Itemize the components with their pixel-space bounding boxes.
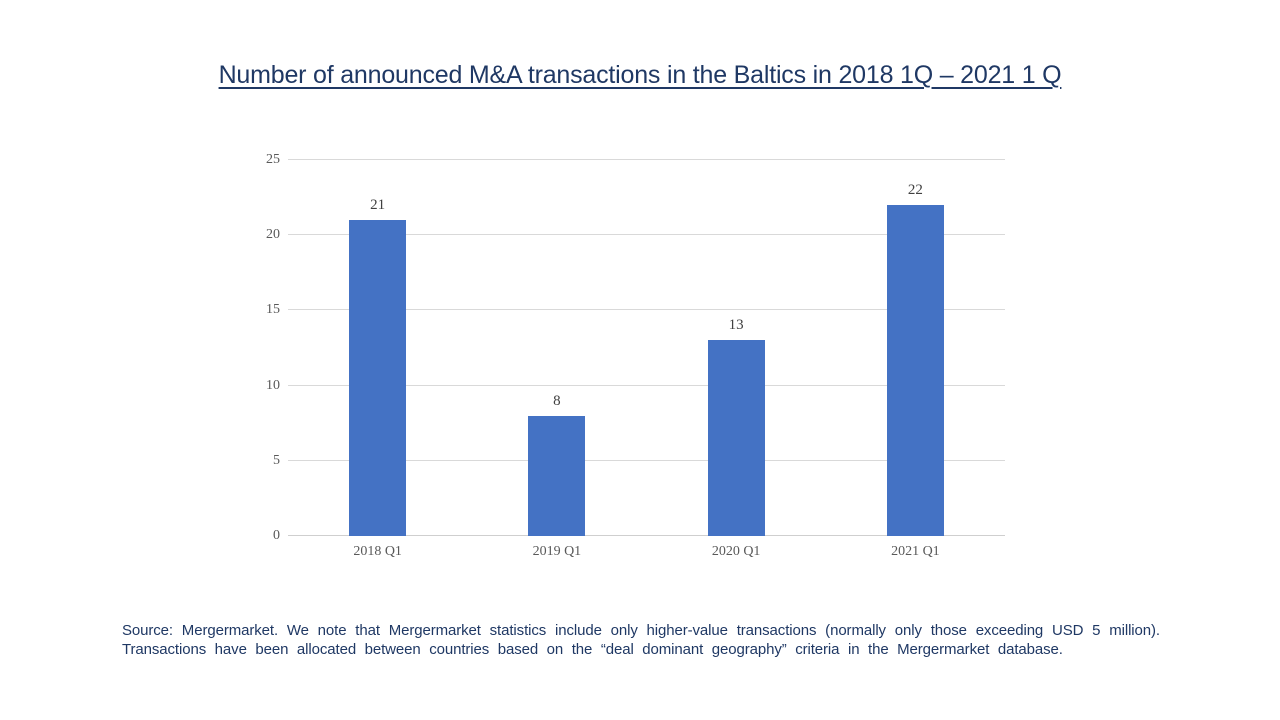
y-axis-tick-label: 10 <box>266 377 280 393</box>
y-axis-tick-label: 25 <box>266 152 280 167</box>
bar-2021-q1 <box>886 205 944 536</box>
x-axis-category-label: 2021 Q1 <box>891 544 940 559</box>
source-note-line: Transactions have been allocated between… <box>122 641 1063 658</box>
bar-value-label: 13 <box>728 317 744 334</box>
chart-title: Number of announced M&A transactions in … <box>218 61 1062 89</box>
y-axis-tick-label: 5 <box>273 452 280 468</box>
gridline <box>288 159 1005 160</box>
y-axis-tick-label: 0 <box>273 528 280 543</box>
gridline <box>288 459 1005 461</box>
x-axis-category-label: 2018 Q1 <box>353 544 402 559</box>
y-axis-tick-label: 20 <box>266 227 280 243</box>
source-note: Source: Mergermarket. We note that Merge… <box>122 621 1160 659</box>
bar-value-label: 21 <box>370 197 386 214</box>
gridline <box>288 384 1005 386</box>
bar-slot-2019-q1: 8 <box>467 160 646 536</box>
bar-slot-2018-q1: 21 <box>288 160 467 536</box>
bar-2018-q1 <box>349 220 407 536</box>
bars-row: 21 8 13 22 <box>288 160 1005 536</box>
x-axis-category-label: 2019 Q1 <box>532 544 582 559</box>
gridline <box>288 234 1005 236</box>
x-axis-line <box>288 535 1005 536</box>
x-axis-category-label: 2020 Q1 <box>711 544 761 559</box>
bar-value-label: 22 <box>907 182 923 199</box>
gridline <box>288 309 1005 311</box>
bar-slot-2020-q1: 13 <box>647 160 826 536</box>
bar-2020-q1 <box>707 340 765 536</box>
bar-2019-q1 <box>528 415 586 536</box>
plot-area: 0 5 10 15 20 25 21 8 13 22 <box>266 153 1005 559</box>
bar-slot-2021-q1: 22 <box>826 160 1005 536</box>
bar-value-label: 8 <box>553 392 561 409</box>
source-note-line: Source: Mergermarket. We note that Merge… <box>122 622 1160 639</box>
y-axis-tick-label: 15 <box>266 302 280 318</box>
x-axis-labels-row: 2018 Q1 2019 Q1 2020 Q1 2021 Q1 <box>288 544 1005 560</box>
